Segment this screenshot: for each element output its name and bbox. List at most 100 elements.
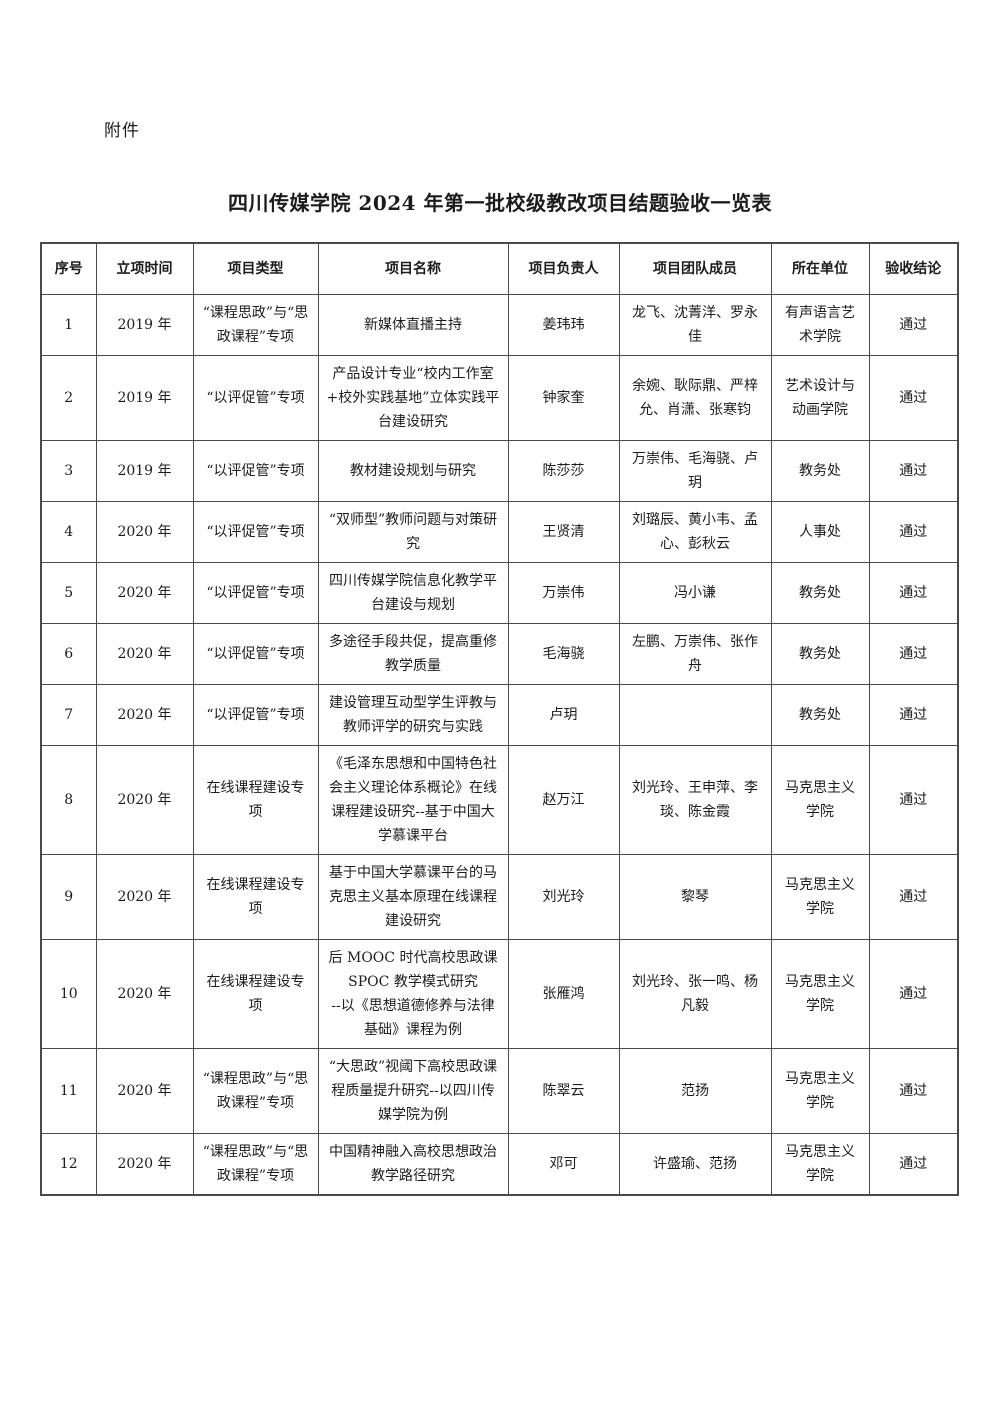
- cell-unit: 人事处: [770, 501, 870, 563]
- cell-leader: 赵万江: [507, 745, 620, 855]
- cell-no: 2: [40, 355, 97, 441]
- cell-team: 黎琴: [618, 854, 772, 940]
- cell-leader: 毛海骁: [507, 623, 620, 685]
- cell-type: “课程思政”与“思政课程”专项: [192, 1048, 319, 1134]
- table-row: 5 2020 年 “以评促管”专项 四川传媒学院信息化教学平台建设与规划 万崇伟 冯小谦教…: [40, 562, 959, 624]
- table-body: 1 2019 年 “课程思政”与“思政课程”专项 新媒体直播主持 姜玮玮 龙飞、沈菁洋、罗…: [40, 294, 959, 1196]
- cell-unit: 教务处: [770, 684, 870, 746]
- cell-type: “课程思政”与“思政课程”专项: [192, 1133, 319, 1196]
- column-header-leader: 项目负责人: [507, 242, 620, 295]
- cell-result: 通过: [868, 684, 959, 746]
- cell-type: “以评促管”专项: [192, 501, 319, 563]
- cell-leader: 邓可: [507, 1133, 620, 1196]
- cell-year: 2019 年: [95, 440, 194, 502]
- cell-result: 通过: [868, 355, 959, 441]
- cell-name: 《毛泽东思想和中国特色社会主义理论体系概论》在线课程建设研究--基于中国大学慕课…: [317, 745, 509, 855]
- cell-type: 在线课程建设专项: [192, 854, 319, 940]
- cell-type: 在线课程建设专项: [192, 745, 319, 855]
- cell-year: 2019 年: [95, 355, 194, 441]
- cell-unit: 马克思主义学院: [770, 1048, 870, 1134]
- table-row: 6 2020 年 “以评促管”专项 多途径手段共促，提高重修教学质量 毛海骁 左鹏、万崇伟…: [40, 623, 959, 685]
- cell-team: 许盛瑜、范扬: [618, 1133, 772, 1196]
- cell-team: 左鹏、万崇伟、张作舟: [618, 623, 772, 685]
- column-header-year: 立项时间: [95, 242, 194, 295]
- cell-name: 中国精神融入高校思想政治教学路径研究: [317, 1133, 509, 1196]
- cell-leader: 陈莎莎: [507, 440, 620, 502]
- table-row: 2 2019 年 “以评促管”专项 产品设计专业“校内工作室+校外实践基地”立体实践平…: [40, 355, 959, 441]
- cell-year: 2020 年: [95, 854, 194, 940]
- cell-no: 10: [40, 939, 97, 1049]
- cell-type: “以评促管”专项: [192, 440, 319, 502]
- table-row: 3 2019 年 “以评促管”专项 教材建设规划与研究 陈莎莎 万崇伟、毛海骁、卢玥 教务处…: [40, 440, 959, 502]
- cell-leader: 刘光玲: [507, 854, 620, 940]
- cell-unit: 马克思主义学院: [770, 939, 870, 1049]
- cell-result: 通过: [868, 745, 959, 855]
- column-header-no: 序号: [40, 242, 97, 295]
- cell-name: “大思政”视阈下高校思政课程质量提升研究--以四川传媒学院为例: [317, 1048, 509, 1134]
- table-row: 9 2020 年在线课程建设专项 基于中国大学慕课平台的马克思主义基本原理在线课程建…: [40, 854, 959, 940]
- cell-no: 11: [40, 1048, 97, 1134]
- cell-year: 2020 年: [95, 623, 194, 685]
- table-row: 1 2019 年 “课程思政”与“思政课程”专项 新媒体直播主持 姜玮玮 龙飞、沈菁洋、罗…: [40, 294, 959, 356]
- cell-type: 在线课程建设专项: [192, 939, 319, 1049]
- cell-type: “以评促管”专项: [192, 623, 319, 685]
- cell-year: 2020 年: [95, 501, 194, 563]
- cell-result: 通过: [868, 1133, 959, 1196]
- cell-year: 2020 年: [95, 1048, 194, 1134]
- cell-no: 9: [40, 854, 97, 940]
- cell-no: 12: [40, 1133, 97, 1196]
- cell-result: 通过: [868, 294, 959, 356]
- cell-result: 通过: [868, 1048, 959, 1134]
- cell-no: 4: [40, 501, 97, 563]
- cell-name: 基于中国大学慕课平台的马克思主义基本原理在线课程建设研究: [317, 854, 509, 940]
- table-header: 序号 立项时间 项目类型 项目名称 项目负责人 项目团队成员 所在单位 验收结论: [40, 242, 959, 295]
- cell-team: 余婉、耿际鼎、严梓允、肖潇、张寒钧: [618, 355, 772, 441]
- cell-no: 7: [40, 684, 97, 746]
- table-row: 7 2020 年 “以评促管”专项 建设管理互动型学生评教与教师评学的研究与实践 卢玥 教…: [40, 684, 959, 746]
- column-header-type: 项目类型: [192, 242, 319, 295]
- results-table: 序号 立项时间 项目类型 项目名称 项目负责人 项目团队成员 所在单位 验收结论…: [40, 242, 959, 1196]
- cell-year: 2020 年: [95, 1133, 194, 1196]
- cell-result: 通过: [868, 939, 959, 1049]
- cell-unit: 马克思主义学院: [770, 854, 870, 940]
- cell-team: [618, 684, 772, 746]
- cell-name: “双师型”教师问题与对策研究: [317, 501, 509, 563]
- cell-leader: 张雁鸿: [507, 939, 620, 1049]
- cell-team: 冯小谦: [618, 562, 772, 624]
- cell-leader: 王贤清: [507, 501, 620, 563]
- table-header-row: 序号 立项时间 项目类型 项目名称 项目负责人 项目团队成员 所在单位 验收结论: [40, 242, 959, 295]
- cell-leader: 钟家奎: [507, 355, 620, 441]
- cell-name: 后 MOOC 时代高校思政课 SPOC 教学模式研究 --以《思想道德修养与法律…: [317, 939, 509, 1049]
- cell-leader: 万崇伟: [507, 562, 620, 624]
- cell-year: 2020 年: [95, 562, 194, 624]
- cell-result: 通过: [868, 501, 959, 563]
- cell-result: 通过: [868, 854, 959, 940]
- table-row: 4 2020 年 “以评促管”专项 “双师型”教师问题与对策研究 王贤清 刘璐辰、黄小韦、…: [40, 501, 959, 563]
- cell-no: 1: [40, 294, 97, 356]
- cell-leader: 姜玮玮: [507, 294, 620, 356]
- cell-result: 通过: [868, 623, 959, 685]
- cell-team: 刘光玲、王申萍、李琰、陈金霞: [618, 745, 772, 855]
- cell-unit: 教务处: [770, 440, 870, 502]
- cell-type: “以评促管”专项: [192, 684, 319, 746]
- attachment-label: 附件: [104, 121, 140, 141]
- cell-year: 2019 年: [95, 294, 194, 356]
- table-row: 12 2020 年 “课程思政”与“思政课程”专项 中国精神融入高校思想政治教学路径研…: [40, 1133, 959, 1196]
- cell-team: 范扬: [618, 1048, 772, 1134]
- column-header-name: 项目名称: [317, 242, 509, 295]
- cell-unit: 教务处: [770, 562, 870, 624]
- cell-name: 新媒体直播主持: [317, 294, 509, 356]
- cell-name: 教材建设规划与研究: [317, 440, 509, 502]
- table-row: 8 2020 年在线课程建设专项 《毛泽东思想和中国特色社会主义理论体系概论》在线课…: [40, 745, 959, 855]
- cell-unit: 马克思主义学院: [770, 745, 870, 855]
- cell-unit: 艺术设计与动画学院: [770, 355, 870, 441]
- cell-result: 通过: [868, 562, 959, 624]
- cell-team: 刘光玲、张一鸣、杨凡毅: [618, 939, 772, 1049]
- cell-leader: 卢玥: [507, 684, 620, 746]
- cell-team: 刘璐辰、黄小韦、孟心、彭秋云: [618, 501, 772, 563]
- cell-name: 四川传媒学院信息化教学平台建设与规划: [317, 562, 509, 624]
- cell-team: 万崇伟、毛海骁、卢玥: [618, 440, 772, 502]
- cell-no: 3: [40, 440, 97, 502]
- cell-name: 产品设计专业“校内工作室+校外实践基地”立体实践平台建设研究: [317, 355, 509, 441]
